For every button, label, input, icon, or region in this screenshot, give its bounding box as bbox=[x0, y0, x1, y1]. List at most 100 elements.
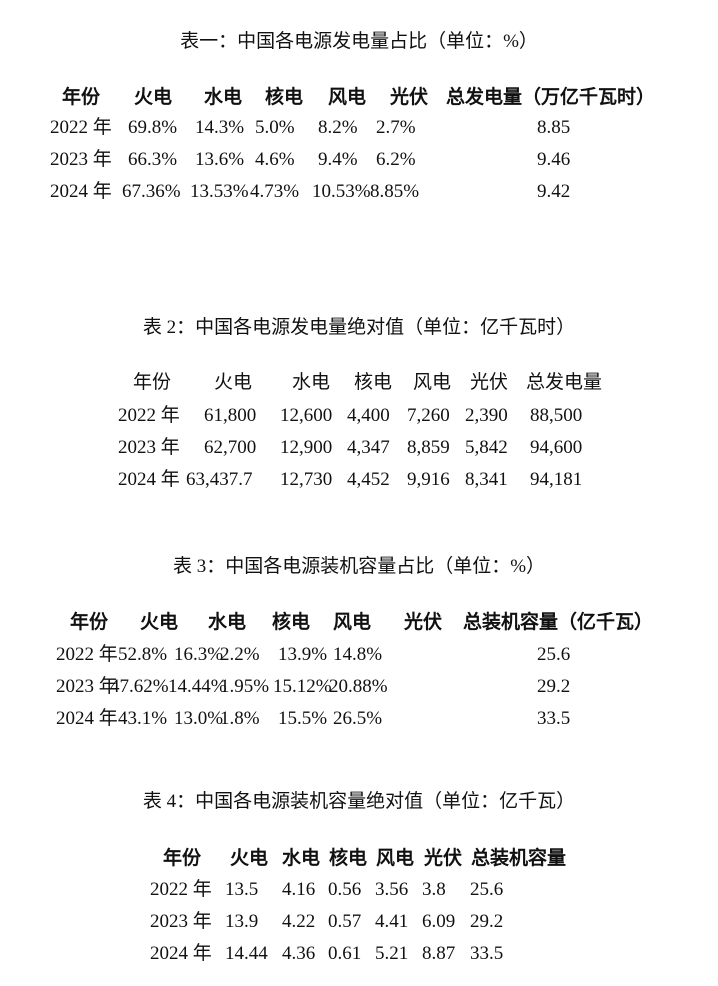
table-cell: 13.5 bbox=[225, 879, 259, 900]
table-cell: 2022 年 bbox=[150, 879, 212, 900]
table-cell: 29.2 bbox=[470, 911, 504, 932]
table-cell: 2023 年 bbox=[150, 911, 212, 932]
table-cell: 4.22 bbox=[282, 911, 316, 932]
column-header: 年份 bbox=[163, 847, 202, 869]
table-cell: 8.85% bbox=[370, 181, 420, 202]
table-cell: 2024 年 bbox=[118, 469, 180, 490]
table-cell: 1.8% bbox=[220, 708, 260, 729]
table-cell: 94,600 bbox=[530, 437, 583, 458]
column-header: 风电 bbox=[328, 86, 367, 108]
table-cell: 62,700 bbox=[204, 437, 257, 458]
table-title: 表 4：中国各电源装机容量绝对值（单位：亿千瓦） bbox=[142, 791, 576, 812]
column-header: 火电 bbox=[134, 86, 173, 108]
table-cell: 2024 年 bbox=[56, 708, 118, 729]
table-cell: 47.62% bbox=[110, 676, 169, 697]
table-cell: 0.57 bbox=[328, 911, 362, 932]
table-cell: 9.42 bbox=[537, 181, 571, 202]
column-header: 核电 bbox=[272, 611, 311, 633]
table-cell: 14.44% bbox=[168, 676, 227, 697]
column-header: 水电 bbox=[204, 86, 243, 108]
table-cell: 67.36% bbox=[122, 181, 181, 202]
table-cell: 52.8% bbox=[118, 644, 168, 665]
column-header: 总装机容量 bbox=[471, 847, 567, 869]
table-cell: 15.12% bbox=[273, 676, 332, 697]
column-header: 光伏 bbox=[404, 611, 443, 633]
table-cell: 14.8% bbox=[333, 644, 383, 665]
table-cell: 33.5 bbox=[537, 708, 571, 729]
table-cell: 13.9% bbox=[278, 644, 328, 665]
column-header: 光伏 bbox=[390, 86, 429, 108]
table-cell: 88,500 bbox=[530, 405, 583, 426]
table-cell: 12,600 bbox=[280, 405, 333, 426]
table-cell: 2022 年 bbox=[56, 644, 118, 665]
table-cell: 2023 年 bbox=[50, 149, 112, 170]
table-cell: 5.21 bbox=[375, 943, 409, 964]
table-cell: 2023 年 bbox=[56, 676, 118, 697]
column-header: 光伏 bbox=[470, 372, 509, 393]
column-header: 核电 bbox=[329, 847, 368, 869]
table-cell: 14.44 bbox=[225, 943, 268, 964]
column-header: 总发电量 bbox=[526, 372, 603, 393]
column-header: 火电 bbox=[214, 372, 253, 393]
table-title: 表 3：中国各电源装机容量占比（单位：%） bbox=[172, 556, 546, 577]
table-cell: 2022 年 bbox=[50, 117, 112, 138]
table-cell: 4,452 bbox=[347, 469, 390, 490]
column-header: 年份 bbox=[70, 611, 109, 633]
table-cell: 13.6% bbox=[195, 149, 245, 170]
table-cell: 5,842 bbox=[465, 437, 508, 458]
table-title: 表 2：中国各电源发电量绝对值（单位：亿千瓦时） bbox=[142, 317, 576, 338]
column-header: 光伏 bbox=[424, 847, 463, 869]
column-header: 风电 bbox=[333, 611, 372, 633]
table-cell: 4.41 bbox=[375, 911, 409, 932]
table-cell: 16.3% bbox=[174, 644, 224, 665]
column-header: 总装机容量（亿千瓦） bbox=[463, 611, 654, 633]
table-cell: 9.46 bbox=[537, 149, 571, 170]
table-cell: 8,859 bbox=[407, 437, 450, 458]
table-cell: 25.6 bbox=[470, 879, 504, 900]
table-cell: 4,347 bbox=[347, 437, 390, 458]
table-cell: 9.4% bbox=[318, 149, 358, 170]
table-cell: 2022 年 bbox=[118, 405, 180, 426]
table-title: 表一：中国各电源发电量占比（单位：%） bbox=[180, 31, 538, 52]
table-cell: 6.2% bbox=[376, 149, 416, 170]
column-header: 核电 bbox=[354, 372, 393, 393]
table-cell: 2024 年 bbox=[150, 943, 212, 964]
table-cell: 6.09 bbox=[422, 911, 456, 932]
column-header: 核电 bbox=[265, 86, 304, 108]
column-header: 年份 bbox=[133, 372, 172, 393]
table-cell: 12,730 bbox=[280, 469, 333, 490]
table-cell: 2,390 bbox=[465, 405, 508, 426]
table-cell: 8.87 bbox=[422, 943, 456, 964]
table-cell: 4.16 bbox=[282, 879, 316, 900]
table-cell: 2.2% bbox=[220, 644, 260, 665]
table-cell: 2023 年 bbox=[118, 437, 180, 458]
column-header: 风电 bbox=[376, 847, 415, 869]
table-cell: 13.9 bbox=[225, 911, 259, 932]
table-cell: 26.5% bbox=[333, 708, 383, 729]
table-cell: 8,341 bbox=[465, 469, 508, 490]
column-header: 年份 bbox=[62, 86, 101, 108]
table-cell: 20.88% bbox=[329, 676, 388, 697]
column-header: 火电 bbox=[140, 611, 179, 633]
table-cell: 13.0% bbox=[174, 708, 224, 729]
table-cell: 63,437.7 bbox=[186, 469, 253, 490]
table-cell: 13.53% bbox=[190, 181, 249, 202]
table-cell: 8.85 bbox=[537, 117, 571, 138]
table-cell: 4.36 bbox=[282, 943, 316, 964]
column-header: 水电 bbox=[292, 372, 331, 393]
table-cell: 3.8 bbox=[422, 879, 446, 900]
table-cell: 43.1% bbox=[118, 708, 168, 729]
table-cell: 94,181 bbox=[530, 469, 583, 490]
table-cell: 1.95% bbox=[220, 676, 270, 697]
table-cell: 3.56 bbox=[375, 879, 409, 900]
table-cell: 33.5 bbox=[470, 943, 504, 964]
column-header: 总发电量（万亿千瓦时） bbox=[446, 86, 656, 108]
table-cell: 4,400 bbox=[347, 405, 390, 426]
table-cell: 66.3% bbox=[128, 149, 178, 170]
column-header: 水电 bbox=[282, 847, 321, 869]
table-cell: 25.6 bbox=[537, 644, 571, 665]
table-cell: 4.6% bbox=[255, 149, 295, 170]
table-cell: 12,900 bbox=[280, 437, 333, 458]
column-header: 水电 bbox=[208, 611, 247, 633]
table-cell: 8.2% bbox=[318, 117, 358, 138]
